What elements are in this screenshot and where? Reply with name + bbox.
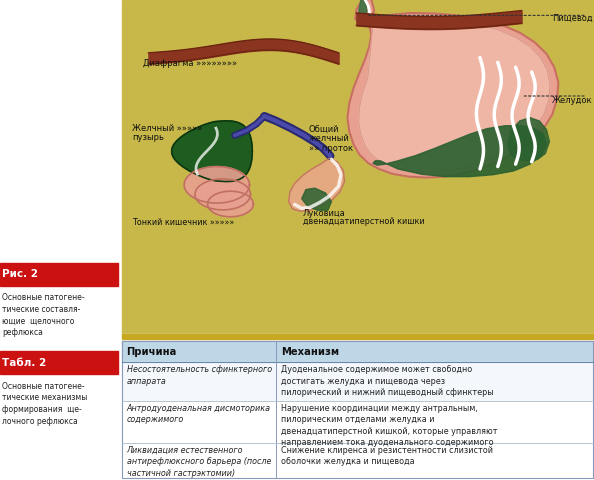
Text: Луковица: Луковица [303, 209, 346, 218]
Polygon shape [184, 167, 249, 203]
Bar [0, 263, 118, 286]
Text: Антродуоденальная дисмоторика
содержимого: Антродуоденальная дисмоторика содержимог… [127, 404, 270, 424]
Polygon shape [208, 191, 253, 217]
Polygon shape [508, 118, 549, 161]
Bar [122, 362, 593, 401]
Text: Желудок: Желудок [552, 96, 593, 105]
Polygon shape [172, 121, 252, 181]
Bar [0, 351, 118, 374]
Bar [122, 443, 593, 480]
Bar [122, 334, 594, 339]
Text: Пищевод: Пищевод [552, 13, 593, 23]
Polygon shape [302, 188, 331, 210]
Bar [122, 401, 593, 443]
Text: Ликвидация естественного
антирефлюксного барьера (после
частичной гастрэктомии): Ликвидация естественного антирефлюксного… [127, 446, 271, 478]
Text: Тонкий кишечник »»»»»: Тонкий кишечник »»»»» [132, 218, 234, 228]
Text: Причина: Причина [127, 347, 177, 357]
Text: Общий: Общий [309, 125, 339, 134]
Polygon shape [373, 126, 546, 177]
Text: »» проток: »» проток [309, 144, 353, 153]
Bar [122, 334, 594, 480]
Text: Табл. 2: Табл. 2 [2, 358, 46, 368]
Polygon shape [359, 0, 367, 20]
Text: Дуоденальное содержимое может свободно
достигать желудка и пищевода через
пилори: Дуоденальное содержимое может свободно д… [281, 365, 494, 397]
Polygon shape [355, 0, 374, 22]
Text: Нарушение координации между антральным,
пилорическим отделами желудка и
двенадца: Нарушение координации между антральным, … [281, 404, 497, 447]
Bar [122, 341, 593, 362]
Text: двенадцатиперстной кишки: двенадцатиперстной кишки [303, 217, 425, 226]
Text: пузырь: пузырь [132, 133, 164, 143]
Text: Основные патогене-
тические механизмы
формирования  ще-
лочного рефлюкса: Основные патогене- тические механизмы фо… [2, 382, 87, 426]
Text: Желчный »»»»»: Желчный »»»»» [132, 124, 202, 133]
Text: Снижение клиренса и резистентности слизистой
оболочки желудка и пищевода: Снижение клиренса и резистентности слизи… [281, 446, 493, 467]
Text: желчный: желчный [309, 134, 350, 144]
Text: Основные патогене-
тические составля-
ющие  щелочного
рефлюкса: Основные патогене- тические составля- ющ… [2, 293, 84, 337]
Text: Рис. 2: Рис. 2 [2, 269, 39, 279]
Bar [122, 0, 594, 334]
Text: Механизм: Механизм [281, 347, 339, 357]
Text: Несостоятельность сфинктерного
аппарата: Несостоятельность сфинктерного аппарата [127, 365, 271, 386]
Polygon shape [347, 13, 558, 178]
Polygon shape [195, 179, 251, 210]
Text: Диафрагма »»»»»»»»: Диафрагма »»»»»»»» [143, 59, 236, 68]
Polygon shape [359, 18, 550, 171]
Polygon shape [289, 157, 345, 211]
